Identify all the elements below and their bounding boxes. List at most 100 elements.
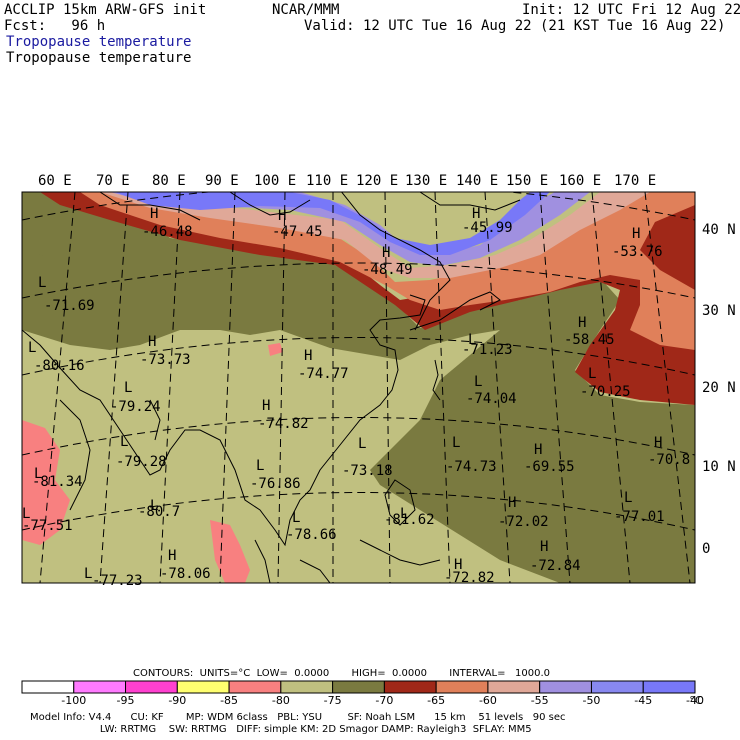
extremum-value: -78.06	[160, 566, 211, 582]
longitude-label: 170 E	[614, 173, 656, 189]
extremum-value: -48.49	[362, 262, 413, 278]
low-marker: L	[452, 435, 460, 451]
extremum-value: -77.23	[92, 573, 143, 589]
longitude-label: 160 E	[559, 173, 601, 189]
extremum-value: -79.28	[116, 454, 167, 470]
colorbar-swatch	[383, 680, 437, 694]
colorbar-swatch	[125, 680, 178, 694]
latitude-label: 30 N	[702, 303, 736, 319]
colorbar-swatch	[228, 680, 282, 694]
extremum-value: -46.48	[142, 224, 193, 240]
colorbar-label: -50	[582, 694, 600, 707]
pink-patch-west	[22, 420, 70, 545]
high-marker: H	[278, 208, 286, 224]
colorbar-label: -75	[324, 694, 342, 707]
colorbar-swatch	[176, 680, 230, 694]
field-label-blue: Tropopause temperature	[6, 34, 192, 50]
longitude-label: 150 E	[506, 173, 548, 189]
extremum-value: -58.45	[564, 332, 615, 348]
colorbar-label: -100	[61, 694, 86, 707]
extremum-value: -45.99	[462, 220, 513, 236]
extremum-value: -70.8	[648, 452, 690, 468]
extremum-value: -76.86	[250, 476, 301, 492]
latitude-label: 0	[702, 541, 710, 557]
colorbar-unit: °C	[689, 694, 703, 707]
forecast-hour: Fcst: 96 h	[4, 18, 106, 34]
high-marker: H	[262, 398, 270, 414]
low-marker: L	[150, 498, 158, 514]
extremum-value: -70.25	[580, 384, 631, 400]
extremum-value: -74.04	[466, 391, 517, 407]
pink-patch-indochina	[210, 520, 250, 583]
model-title: ACCLIP 15km ARW-GFS init	[4, 2, 207, 18]
colorbar-label: -45	[634, 694, 652, 707]
pink-patch-tibet	[268, 343, 283, 356]
model-info-line2: LW: RRTMG SW: RRTMG DIFF: simple KM: 2D …	[30, 724, 532, 735]
low-marker: L	[120, 434, 128, 450]
extremum-value: -77.51	[22, 518, 73, 534]
high-marker: H	[454, 557, 462, 573]
extremum-value: -47.45	[272, 224, 323, 240]
colorbar-label: -60	[479, 694, 497, 707]
colorbar-label: -70	[375, 694, 393, 707]
contours-line: CONTOURS: UNITS=°C LOW= 0.0000 HIGH= 0.0…	[133, 668, 551, 679]
extremum-value: -71.69	[44, 298, 95, 314]
low-marker: L	[38, 275, 46, 291]
colorbar-swatch	[332, 680, 385, 694]
extremum-value: -69.55	[524, 459, 575, 475]
field-label: Tropopause temperature	[6, 50, 192, 66]
low-marker: L	[358, 436, 366, 452]
high-marker: H	[168, 548, 176, 564]
colorbar-label: -55	[531, 694, 549, 707]
longitude-label: 80 E	[152, 173, 186, 189]
graticule	[22, 192, 695, 583]
colorbar-label: -95	[117, 694, 135, 707]
high-marker: H	[540, 539, 548, 555]
dark-olive-region	[22, 192, 695, 583]
blue-region	[115, 192, 550, 255]
low-marker: L	[28, 340, 36, 356]
high-marker: H	[148, 334, 156, 350]
olive-patch	[22, 250, 120, 330]
model-info-line1: Model Info: V4.4 CU: KF MP: WDM 6class P…	[30, 712, 566, 723]
high-marker: H	[632, 226, 640, 242]
low-marker: L	[624, 490, 632, 506]
colorbar-swatch	[590, 680, 644, 694]
high-marker: H	[508, 495, 516, 511]
high-marker: H	[382, 245, 390, 261]
extremum-value: -74.82	[258, 416, 309, 432]
low-marker: L	[474, 374, 482, 390]
colorbar-swatch	[435, 680, 489, 694]
high-marker: H	[150, 206, 158, 222]
extremum-value: -74.77	[298, 366, 349, 382]
high-marker: H	[578, 315, 586, 331]
extremum-value: -78.66	[286, 527, 337, 543]
longitude-label: 130 E	[405, 173, 447, 189]
longitude-label: 70 E	[96, 173, 130, 189]
low-marker: L	[292, 510, 300, 526]
extremum-value: -81.62	[384, 512, 435, 528]
extremum-value: -81.34	[32, 474, 83, 490]
colorbar-label: -80	[272, 694, 290, 707]
colorbar-label: -85	[220, 694, 238, 707]
longitude-label: 140 E	[456, 173, 498, 189]
extremum-value: -72.84	[530, 558, 581, 574]
colorbar-swatch	[487, 680, 541, 694]
low-marker: L	[124, 380, 132, 396]
colorbar-swatch	[642, 680, 696, 694]
high-marker: H	[304, 348, 312, 364]
latitude-label: 10 N	[702, 459, 736, 475]
latitude-label: 40 N	[702, 222, 736, 238]
colorbar-swatch	[280, 680, 334, 694]
low-marker: L	[34, 466, 42, 482]
init-time: Init: 12 UTC Fri 12 Aug 22	[522, 2, 740, 18]
high-marker: H	[534, 442, 542, 458]
high-marker: H	[472, 206, 480, 222]
center-title: NCAR/MMM	[272, 2, 340, 18]
extremum-value: -73.73	[140, 352, 191, 368]
colorbar-label: -65	[427, 694, 445, 707]
extremum-value: -72.82	[444, 570, 495, 586]
longitude-label: 110 E	[306, 173, 348, 189]
longitude-label: 90 E	[205, 173, 239, 189]
light-salmon-region	[100, 192, 650, 278]
